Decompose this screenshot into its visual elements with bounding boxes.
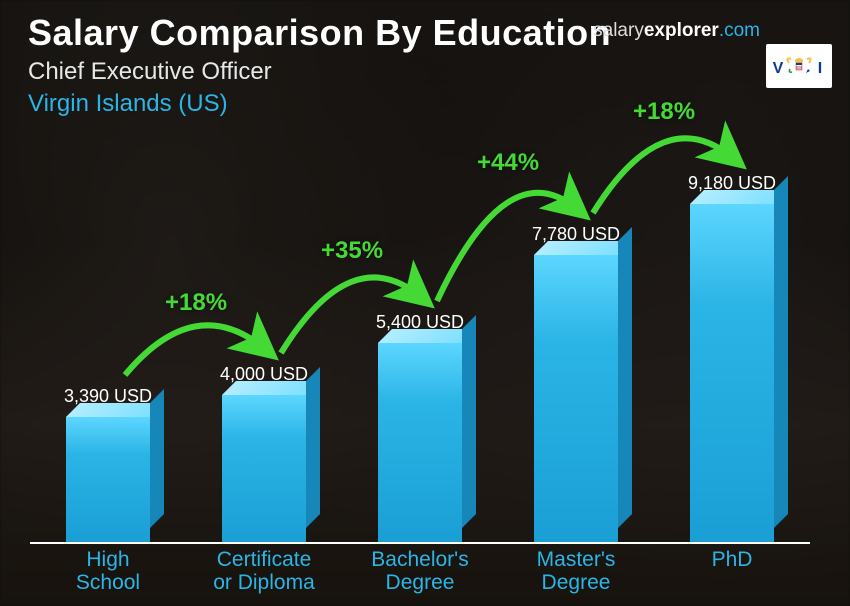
category-label: Bachelor'sDegree	[342, 544, 498, 596]
bar-front-face	[690, 204, 774, 542]
bar-side-face	[150, 389, 164, 528]
category-label: HighSchool	[30, 544, 186, 596]
bar-slot: 9,180 USD	[654, 140, 810, 542]
bar	[534, 255, 618, 542]
chart-area: 3,390 USD 4,000 USD 5,400 USD 7,780 USD …	[30, 140, 810, 596]
bar	[378, 343, 462, 542]
bar-front-face	[378, 343, 462, 542]
bar-slot: 4,000 USD	[186, 140, 342, 542]
category-label: PhD	[654, 544, 810, 596]
bars-container: 3,390 USD 4,000 USD 5,400 USD 7,780 USD …	[30, 140, 810, 542]
bar	[222, 395, 306, 542]
bar-slot: 3,390 USD	[30, 140, 186, 542]
location: Virgin Islands (US)	[28, 90, 830, 118]
bar-side-face	[462, 315, 476, 528]
brand: salaryexplorer.com	[593, 20, 760, 42]
bar-side-face	[306, 367, 320, 528]
infographic-container: Salary Comparison By Education Chief Exe…	[0, 0, 850, 606]
category-label: Certificateor Diploma	[186, 544, 342, 596]
brand-bold: explorer	[644, 20, 719, 41]
category-labels: HighSchoolCertificateor DiplomaBachelor'…	[30, 544, 810, 596]
flag-icon: V I	[769, 47, 829, 85]
bar-slot: 5,400 USD	[342, 140, 498, 542]
bar-side-face	[618, 227, 632, 528]
svg-text:I: I	[818, 60, 822, 77]
bar-front-face	[222, 395, 306, 542]
bar-front-face	[534, 255, 618, 542]
bar	[690, 204, 774, 542]
svg-text:V: V	[773, 60, 784, 77]
bar-slot: 7,780 USD	[498, 140, 654, 542]
brand-prefix: salary	[593, 20, 644, 41]
bar-side-face	[774, 176, 788, 528]
job-title: Chief Executive Officer	[28, 58, 830, 86]
flag-usvi: V I	[766, 44, 832, 88]
bar	[66, 417, 150, 542]
category-label: Master'sDegree	[498, 544, 654, 596]
brand-suffix: .com	[719, 20, 760, 41]
bar-front-face	[66, 417, 150, 542]
